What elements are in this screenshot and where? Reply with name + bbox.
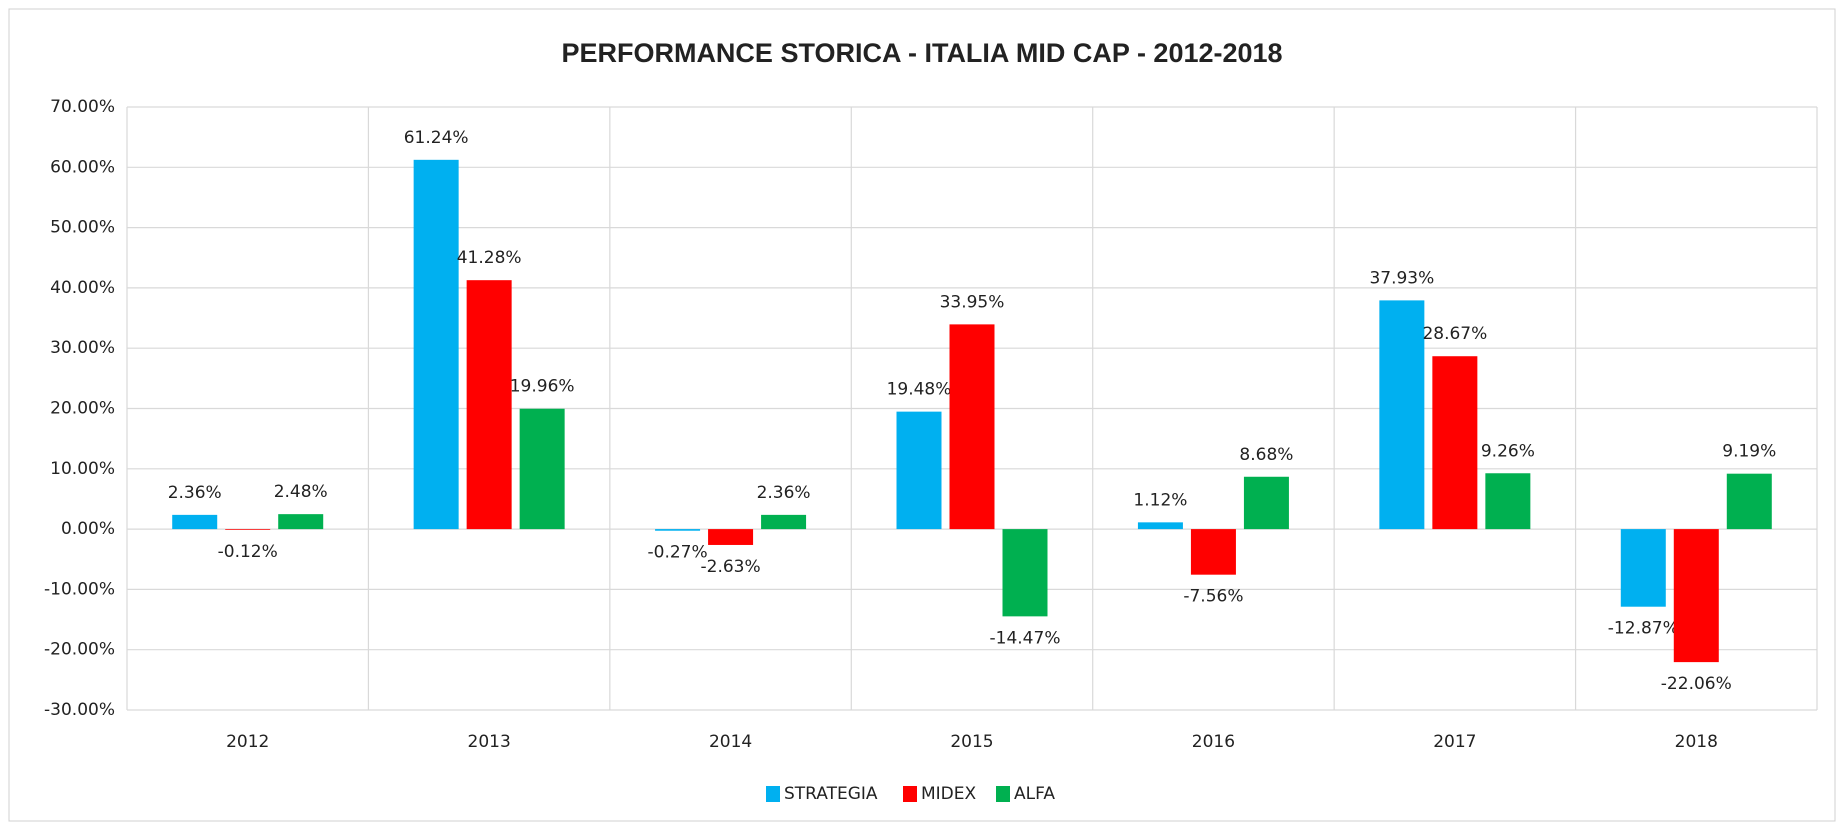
bar <box>466 280 512 530</box>
data-label: 33.95% <box>940 292 1005 312</box>
bar <box>1726 473 1772 530</box>
data-label: 19.48% <box>887 380 952 400</box>
y-tick-label: -30.00% <box>44 700 115 720</box>
data-label: 41.28% <box>457 248 522 268</box>
data-label: 1.12% <box>1133 490 1187 510</box>
data-label: -2.63% <box>701 557 761 577</box>
data-label: 37.93% <box>1369 268 1434 288</box>
bar <box>708 529 754 545</box>
data-label: -0.12% <box>218 542 278 562</box>
bar <box>278 514 324 530</box>
data-label: 2.36% <box>168 483 222 503</box>
bar <box>896 411 942 530</box>
data-label: -14.47% <box>990 628 1061 648</box>
y-tick-label: 10.00% <box>50 459 115 479</box>
bar <box>1485 473 1531 530</box>
data-label: 9.19% <box>1722 442 1776 462</box>
x-tick-label: 2015 <box>950 732 993 752</box>
bar <box>655 529 701 531</box>
x-tick-label: 2016 <box>1192 732 1235 752</box>
data-label: 8.68% <box>1239 445 1293 465</box>
x-tick-label: 2012 <box>226 732 269 752</box>
bar <box>225 529 271 530</box>
chart-title: PERFORMANCE STORICA - ITALIA MID CAP - 2… <box>561 38 1282 68</box>
x-tick-label: 2018 <box>1675 732 1718 752</box>
bar <box>1137 522 1183 530</box>
data-label: 61.24% <box>404 128 469 148</box>
y-tick-label: 60.00% <box>50 157 115 177</box>
data-label: -12.87% <box>1608 619 1679 639</box>
y-tick-label: 50.00% <box>50 218 115 238</box>
bar <box>1432 356 1478 530</box>
legend-label: STRATEGIA <box>784 784 878 804</box>
legend-swatch <box>903 786 917 802</box>
bar <box>413 159 459 530</box>
bar <box>519 408 565 530</box>
bar <box>1379 300 1425 530</box>
data-label: -22.06% <box>1661 674 1732 694</box>
bar <box>761 514 807 530</box>
x-tick-label: 2017 <box>1433 732 1476 752</box>
bar <box>1002 529 1048 617</box>
data-label: 2.36% <box>757 483 811 503</box>
data-label: -0.27% <box>648 543 708 563</box>
data-label: 2.48% <box>274 482 328 502</box>
x-tick-label: 2013 <box>468 732 511 752</box>
legend-swatch <box>766 786 780 802</box>
y-tick-label: 0.00% <box>61 519 115 539</box>
y-tick-label: 40.00% <box>50 278 115 298</box>
y-tick-label: -20.00% <box>44 640 115 660</box>
legend-label: ALFA <box>1014 784 1055 804</box>
bar <box>1620 529 1666 607</box>
bar <box>949 324 995 530</box>
y-tick-label: 30.00% <box>50 338 115 358</box>
y-tick-label: 70.00% <box>50 97 115 117</box>
data-label: 28.67% <box>1422 324 1487 344</box>
legend-label: MIDEX <box>921 784 977 804</box>
legend-swatch <box>996 786 1010 802</box>
data-label: -7.56% <box>1183 587 1243 607</box>
bar <box>1673 529 1719 663</box>
bar <box>172 514 218 530</box>
y-tick-label: -10.00% <box>44 579 115 599</box>
y-tick-label: 20.00% <box>50 399 115 419</box>
data-label: 9.26% <box>1481 441 1535 461</box>
x-tick-label: 2014 <box>709 732 752 752</box>
data-label: 19.96% <box>510 377 575 397</box>
bar <box>1243 476 1289 530</box>
bar <box>1190 529 1236 575</box>
